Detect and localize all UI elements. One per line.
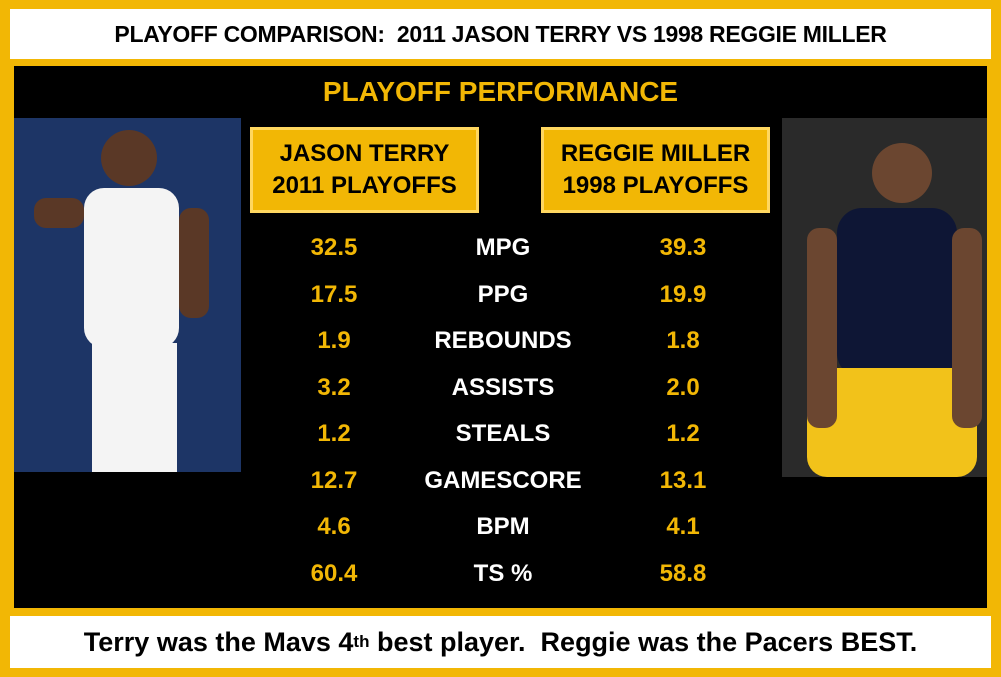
right-value: 2.0 — [666, 373, 700, 401]
left-value: 12.7 — [310, 466, 358, 494]
right-value: 39.3 — [659, 234, 707, 261]
stat-label: ASSISTS — [451, 373, 555, 401]
left-value: 32.5 — [310, 234, 358, 261]
stat-label: REBOUNDS — [434, 327, 572, 354]
stat-row: 1.9 REBOUNDS 1.8 — [250, 321, 770, 361]
section-title: PLAYOFF PERFORMANCE — [322, 76, 679, 107]
stat-row: 4.6 BPM 4.1 — [250, 507, 770, 547]
stat-row: 60.4 TS % 58.8 — [250, 554, 770, 594]
player-label: JASON TERRY 2011 PLAYOFFS — [250, 127, 479, 213]
player-label: REGGIE MILLER 1998 PLAYOFFS — [541, 127, 770, 213]
title-bar: PLAYOFF COMPARISON: 2011 JASON TERRY VS … — [10, 9, 991, 59]
stat-label: BPM — [476, 513, 530, 540]
stat-label: STEALS — [455, 420, 551, 447]
right-value: 58.8 — [659, 559, 707, 587]
player-season: 1998 PLAYOFFS — [562, 172, 749, 199]
stat-label: TS % — [473, 559, 533, 587]
right-value: 1.8 — [666, 327, 700, 354]
stat-label: GAMESCORE — [424, 466, 582, 494]
left-value: 60.4 — [310, 559, 358, 587]
title: PLAYOFF COMPARISON: 2011 JASON TERRY VS … — [114, 20, 887, 47]
left-value: 17.5 — [310, 280, 358, 308]
player-name: JASON TERRY — [279, 140, 450, 167]
footer-text: best player. Reggie was the Pacers BEST. — [369, 626, 918, 657]
stat-row: 1.2 STEALS 1.2 — [250, 414, 770, 454]
right-value: 13.1 — [659, 466, 707, 494]
player-photo — [14, 118, 241, 472]
footer-text: Terry was the Mavs 4 — [83, 626, 354, 657]
stat-row: 32.5 MPG 39.3 — [250, 228, 770, 268]
left-value: 3.2 — [317, 373, 351, 401]
left-value: 1.2 — [317, 420, 351, 447]
stat-label: PPG — [477, 280, 529, 308]
stat-row: 12.7 GAMESCORE 13.1 — [250, 461, 770, 501]
right-value: 4.1 — [666, 513, 700, 540]
stat-row: 17.5 PPG 19.9 — [250, 275, 770, 315]
right-value: 1.2 — [666, 420, 700, 447]
right-value: 19.9 — [659, 280, 707, 308]
left-value: 1.9 — [317, 327, 351, 354]
stat-row: 3.2 ASSISTS 2.0 — [250, 368, 770, 408]
left-value: 4.6 — [317, 513, 351, 540]
stat-label: MPG — [475, 234, 531, 261]
footer-superscript: th — [353, 632, 370, 651]
player-name: REGGIE MILLER — [560, 140, 751, 167]
player-season: 2011 PLAYOFFS — [272, 172, 457, 199]
player-photo — [782, 118, 987, 477]
